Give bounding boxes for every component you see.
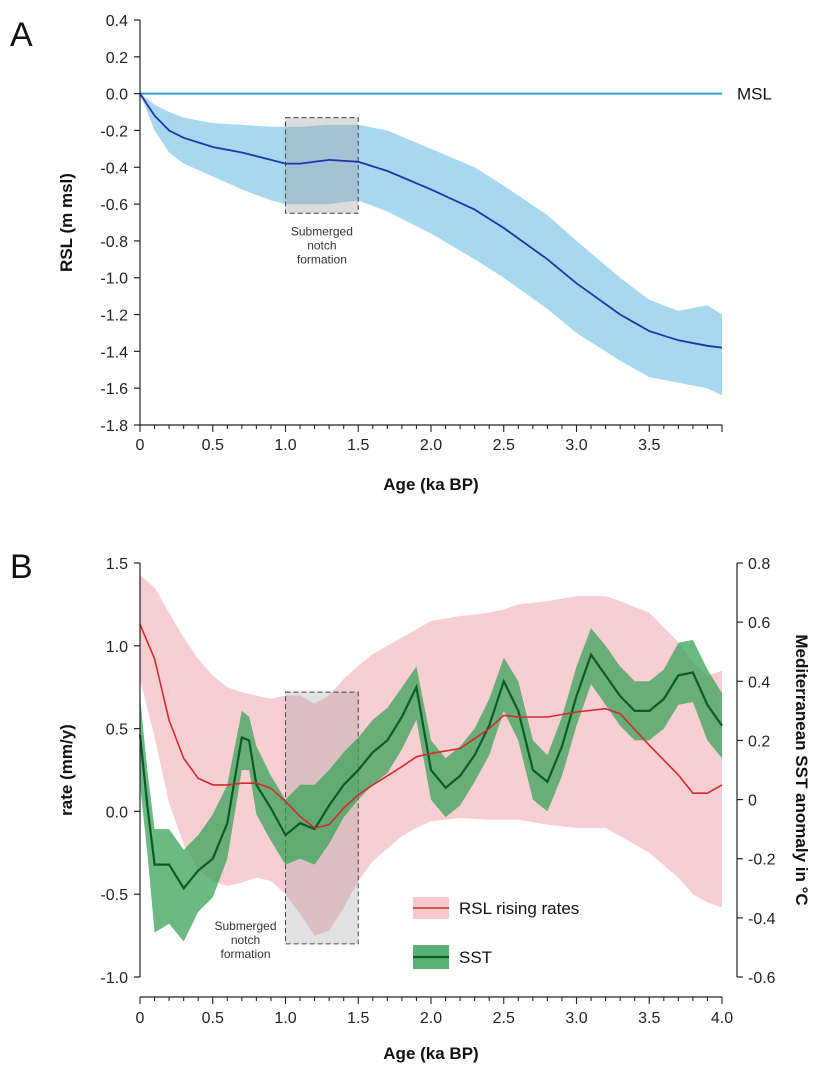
y2-axis-title: Mediterranean SST anomaly in °C <box>792 634 811 905</box>
x-tick-label: 0.5 <box>202 1010 224 1027</box>
legend-label-sst: SST <box>459 948 492 967</box>
notch-formation-label: notch <box>231 933 260 947</box>
y-tick-label: -0.2 <box>100 123 128 140</box>
notch-formation-box <box>285 117 359 214</box>
rsl-uncertainty-band <box>140 93 722 396</box>
x-tick-label: 0 <box>136 1010 145 1027</box>
y-tick-label: 0.2 <box>106 50 128 67</box>
notch-formation-label: formation <box>297 252 347 266</box>
y-axis-title: RSL (m msl) <box>57 173 76 272</box>
y-tick-label: 0.4 <box>106 13 128 30</box>
x-tick-label: 0 <box>136 437 145 454</box>
legend-label-rsl: RSL rising rates <box>459 899 579 918</box>
sst-uncertainty-band <box>140 628 722 942</box>
x-tick-label: 1.0 <box>274 1010 296 1027</box>
msl-label: MSL <box>737 85 772 104</box>
y-tick-label: 0.5 <box>106 722 128 739</box>
notch-formation-label: notch <box>307 238 336 252</box>
x-tick-label: 2.5 <box>493 1010 515 1027</box>
x-tick-label: 1.5 <box>347 1010 369 1027</box>
y-tick-label: -0.6 <box>100 197 128 214</box>
x-tick-label: 3.0 <box>565 1010 587 1027</box>
y-axis-title: rate (mm/y) <box>57 724 76 816</box>
x-tick-label: 2.5 <box>493 437 515 454</box>
y2-tick-label: -0.4 <box>748 911 776 928</box>
y-tick-label: 1.0 <box>106 639 128 656</box>
y-tick-label: -0.4 <box>100 160 128 177</box>
x-tick-label: 2.0 <box>420 1010 442 1027</box>
rsl-rate-line <box>139 623 723 829</box>
y2-tick-label: -0.2 <box>748 852 776 869</box>
panel-a-letter: A <box>10 16 33 54</box>
y-tick-label: -1.8 <box>100 418 128 435</box>
y-tick-label: 0.0 <box>106 87 128 104</box>
y-tick-label: -1.4 <box>100 344 128 361</box>
sst-line <box>138 652 723 891</box>
y-tick-label: 1.5 <box>106 556 128 573</box>
y-tick-label: -1.0 <box>100 271 128 288</box>
y2-tick-label: 0 <box>748 793 757 810</box>
y-tick-label: -1.0 <box>100 970 128 987</box>
y2-tick-label: 0.6 <box>748 615 770 632</box>
rsl-mean-line <box>139 93 723 349</box>
x-tick-label: 2.0 <box>420 437 442 454</box>
y2-tick-label: 0.8 <box>748 556 770 573</box>
y2-tick-label: 0.2 <box>748 733 770 750</box>
y-tick-label: -1.6 <box>100 381 128 398</box>
y2-tick-label: -0.6 <box>748 970 776 987</box>
x-axis-title: Age (ka BP) <box>383 475 478 494</box>
x-tick-label: 0.5 <box>202 437 224 454</box>
x-tick-label: 3.5 <box>638 1010 660 1027</box>
x-tick-label: 1.0 <box>274 437 296 454</box>
panel-b-letter: B <box>10 548 33 586</box>
notch-formation-label: Submerged <box>214 919 276 933</box>
x-axis-title: Age (ka BP) <box>383 1044 478 1063</box>
x-tick-label: 3.0 <box>565 437 587 454</box>
notch-formation-label: Submerged <box>291 224 353 238</box>
y-tick-label: -1.2 <box>100 308 128 325</box>
x-tick-label: 4.0 <box>711 1010 733 1027</box>
y-tick-label: 0.0 <box>106 804 128 821</box>
y2-tick-label: 0.4 <box>748 674 770 691</box>
x-tick-label: 1.5 <box>347 437 369 454</box>
y-tick-label: -0.8 <box>100 234 128 251</box>
y-tick-label: -0.5 <box>100 887 128 904</box>
notch-formation-label: formation <box>220 947 270 961</box>
x-tick-label: 3.5 <box>638 437 660 454</box>
